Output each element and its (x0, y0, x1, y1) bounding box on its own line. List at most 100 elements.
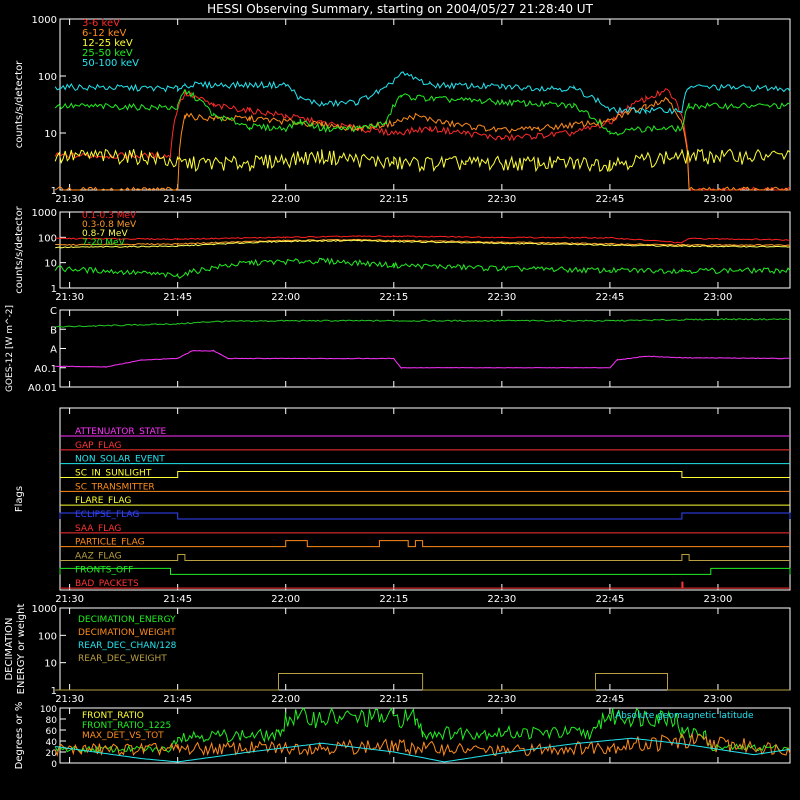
y-tick-label: 100 (40, 705, 57, 715)
flag-label: FRONTS_OFF (75, 565, 133, 575)
x-tick-label: 22:45 (595, 694, 624, 705)
flag-label: FLARE_FLAG (75, 496, 131, 506)
panel-frame (59, 211, 791, 289)
y-tick-label: 80 (46, 716, 58, 726)
legend-entry: REAR_DEC_WEIGHT (78, 654, 167, 664)
legend-entry: 12-25 keV (82, 38, 133, 49)
legend-entry: 25-50 keV (82, 48, 133, 59)
x-tick-label: 22:45 (595, 594, 624, 605)
y-tick-label: 10 (44, 259, 57, 270)
y-tick-label: 0 (51, 760, 57, 770)
x-tick-label: 23:00 (704, 694, 733, 705)
flag-label: ATTENUATOR_STATE (75, 427, 167, 437)
x-tick-label: 23:00 (704, 292, 733, 303)
y-tick-label: 1 (51, 186, 57, 197)
y-tick-label: 100 (38, 233, 57, 244)
panel-frame (59, 18, 791, 191)
y-tick-label: 1 (51, 284, 57, 295)
x-tick-label: 21:45 (163, 594, 192, 605)
flag-label: NON_SOLAR_EVENT (75, 455, 165, 465)
y-tick-label: 1000 (32, 604, 57, 615)
y-axis-label: Flags (14, 486, 25, 512)
x-tick-label: 22:45 (595, 292, 624, 303)
series-25-50-kev (54, 89, 791, 136)
series-front-ratio-1225 (54, 707, 791, 754)
flag-line (60, 554, 790, 561)
flag-label: BAD_PACKETS (75, 579, 139, 589)
y-tick-label: A0.01 (28, 383, 57, 394)
series-7-20-mev (54, 257, 791, 279)
panel-low-energy: 21:30 21:45 22:00 22:15 22:30 22:45 23:00 1 10 10… (14, 15, 791, 205)
flag-line (59, 512, 791, 520)
panel-decimation: 21:30 21:45 22:00 22:15 22:30 22:45 23:00 1 10 10… (4, 604, 791, 705)
legend-entry: 0.3-0.8 MeV (82, 220, 137, 230)
x-tick-label: 22:30 (487, 292, 516, 303)
flag-label: ECLIPSE_FLAG (75, 510, 139, 520)
series-absolute-geomagnetic-latitude (55, 737, 791, 763)
y-tick-label: 10 (44, 659, 57, 670)
x-tick-label: 22:30 (487, 194, 516, 205)
flag-label: SC_IN_SUNLIGHT (75, 469, 152, 479)
flag-label: GAP_FLAG (75, 441, 121, 451)
y-tick-label: 20 (46, 749, 58, 759)
panel-goes: CBA A0.1 A0.01 GOES-12 [W m^-2] (5, 305, 791, 394)
series-50-100-kev (54, 71, 791, 115)
y-tick-label: C (50, 306, 57, 317)
x-tick-label: 23:00 (704, 194, 733, 205)
x-tick-label: 22:00 (271, 292, 300, 303)
legend-entry: FRONT_RATIO_1225 (82, 721, 171, 731)
legend-entry: FRONT_RATIO (82, 711, 144, 721)
series-12-25-kev (54, 148, 791, 173)
x-tick-label: 22:45 (595, 194, 624, 205)
y-axis-label: counts/s/detector (14, 205, 25, 293)
y-tick-label: A0.1 (34, 364, 57, 375)
flag-line (60, 581, 790, 589)
y-tick-label: 10 (44, 129, 57, 140)
x-tick-label: 22:15 (379, 292, 408, 303)
x-tick-label: 23:00 (704, 594, 733, 605)
x-tick-label: 21:45 (163, 694, 192, 705)
legend-entry: 7-20 MeV (82, 238, 126, 248)
x-tick-label: 21:30 (55, 594, 84, 605)
figure-title: HESSI Observing Summary, starting on 200… (207, 2, 593, 16)
series-3-6-kev (54, 88, 791, 191)
flag-line (59, 567, 791, 575)
flag-label: SC_TRANSMITTER (75, 482, 155, 492)
flag-label: SAA_FLAG (75, 524, 121, 534)
y-axis-label: counts/s/detector (14, 60, 25, 148)
series-max-det-vs-tot (54, 733, 791, 757)
y-tick-label: 1000 (32, 208, 57, 219)
x-tick-label: 22:15 (379, 594, 408, 605)
x-tick-label: 22:30 (487, 594, 516, 605)
x-tick-label: 21:30 (55, 694, 84, 705)
legend-entry: 6-12 keV (82, 28, 126, 39)
goes-short (55, 349, 790, 370)
y-tick-label: 1000 (32, 15, 57, 26)
y-tick-label: 60 (46, 727, 58, 737)
series-0-1-0-3-mev (55, 235, 791, 244)
panel-flags: 21:30 21:45 22:00 22:15 22:30 22:45 23:00 Flags… (14, 407, 791, 605)
panel-high-energy: 21:30 21:45 22:00 22:15 22:30 22:45 23:00 1 10 10… (14, 205, 791, 303)
x-tick-label: 22:15 (379, 194, 408, 205)
legend-entry: 50-100 keV (82, 58, 139, 69)
y-axis-label: DECIMATION (4, 617, 15, 680)
panels: 21:30 21:45 22:00 22:15 22:30 22:45 23:0011010… (4, 15, 791, 770)
y-tick-label: 100 (38, 72, 57, 83)
flag-label: PARTICLE_FLAG (75, 538, 145, 548)
y-axis-label: ENERGY or weight (16, 604, 27, 695)
x-tick-label: 21:30 (55, 292, 84, 303)
x-tick-label: 22:30 (487, 694, 516, 705)
series-6-12-kev (54, 96, 790, 191)
legend-entry: REAR_DEC_CHAN/128 (78, 641, 177, 651)
y-tick-label: B (50, 325, 57, 336)
flag-line (60, 540, 790, 548)
y-tick-label: A (50, 345, 57, 356)
legend-entry: DECIMATION_WEIGHT (78, 628, 176, 638)
goes-long (55, 318, 791, 328)
legend-entry: DECIMATION_ENERGY (78, 615, 176, 625)
flag-label: AAZ_FLAG (75, 552, 122, 562)
x-tick-label: 22:00 (271, 594, 300, 605)
series-0-3-0-8-mev (55, 238, 791, 247)
